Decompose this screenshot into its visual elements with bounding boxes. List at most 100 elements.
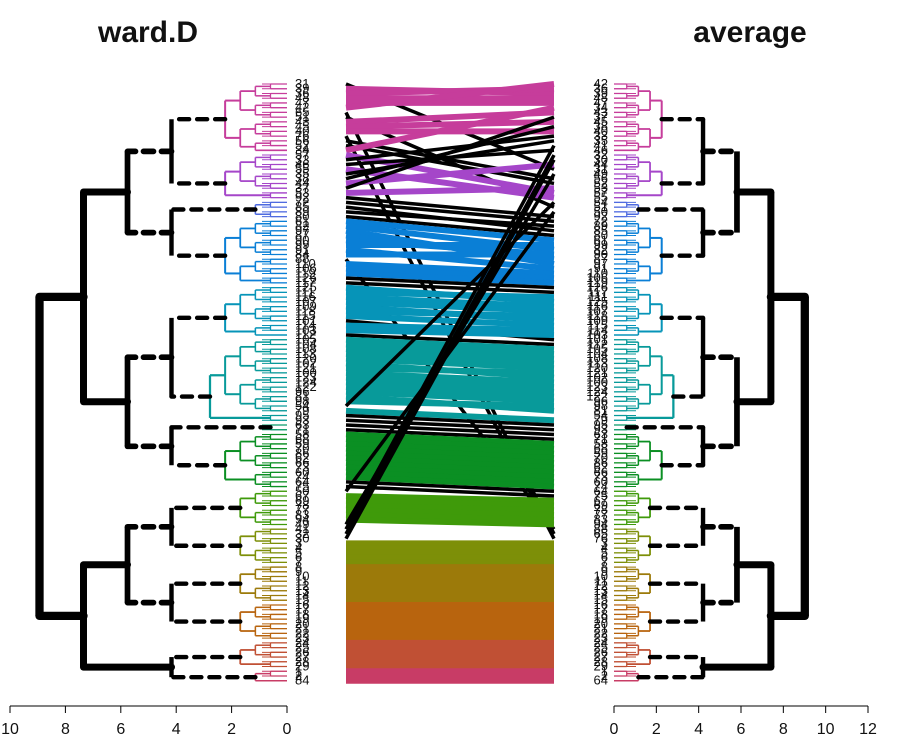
left-leaf-label: 18: [295, 606, 309, 621]
right-leaf-label: 53: [594, 180, 608, 195]
left-dendrogram: [35, 83, 287, 682]
right-leaf-label: 64: [594, 483, 608, 498]
right-leaf-label: 83: [594, 512, 608, 527]
left-leaf-label: 25: [295, 640, 309, 655]
right-leaf-label: 34: [594, 100, 608, 115]
right-leaf-label: 96: [594, 393, 608, 408]
connector-band: [345, 512, 555, 523]
connector-band: [345, 118, 555, 130]
right-leaf-label: 1: [601, 663, 608, 678]
left-height-axis: 10 8 6 4 2 0: [1, 705, 292, 738]
right-leaf-label: 38: [594, 119, 608, 134]
connector-band: [345, 185, 555, 196]
right-leaf-label: 51: [594, 199, 608, 214]
left-leaf-label: 45: [295, 119, 309, 134]
connector-band: [345, 265, 555, 282]
right-leaf-label: 39: [594, 85, 608, 100]
right-leaf-label: 60: [594, 474, 608, 489]
right-leaf-label: 29: [594, 659, 608, 674]
right-axis-tick-label: 8: [779, 721, 788, 738]
right-leaf-label: 28: [594, 654, 608, 669]
connector-band: [345, 493, 555, 504]
left-leaf-label: 52: [295, 138, 309, 153]
right-leaf-label: 14: [594, 587, 608, 602]
left-leaf-label: 67: [295, 488, 309, 503]
connector-band: [345, 350, 555, 367]
connector-band: [345, 308, 555, 320]
left-leaf-label: 66: [295, 455, 309, 470]
left-leaf-label: 81: [295, 389, 309, 404]
right-leaf-label: 85: [594, 223, 608, 238]
right-leaf-label: 82: [594, 242, 608, 257]
right-leaf-label: 40: [594, 123, 608, 138]
left-leaf-label: 92: [295, 190, 309, 205]
right-axis-tick-label: 6: [737, 721, 746, 738]
left-leaf-label: 20: [295, 616, 309, 631]
left-leaf-label: 34: [295, 142, 309, 157]
left-leaf-label: 35: [295, 166, 309, 181]
left-leaf-label: 4: [295, 540, 302, 555]
left-leaf-label: 116: [295, 289, 316, 304]
right-leaf-label: 20: [594, 616, 608, 631]
left-leaf-label: 39: [295, 81, 309, 96]
connector-band: [345, 322, 555, 334]
left-leaf-label: 90: [295, 232, 309, 247]
left-leaf-label: 55: [295, 161, 309, 176]
left-leaf-label: 76: [295, 128, 309, 143]
left-leaf-label: 30: [295, 531, 309, 546]
left-leaf-label: 71: [295, 422, 309, 437]
left-leaf-label: 117: [295, 275, 316, 290]
left-leaf-label: 27: [295, 649, 309, 664]
left-leaf-label: 50: [295, 483, 309, 498]
right-leaf-label: 26: [594, 644, 608, 659]
right-leaf-label: 43: [594, 104, 608, 119]
right-leaf-label: 42: [594, 76, 608, 91]
connector-band: [345, 413, 555, 427]
left-leaf-label: 93: [295, 412, 309, 427]
left-axis-tick-label: 2: [227, 721, 236, 738]
left-leaf-label: 48: [295, 90, 309, 105]
left-dendrogram-title: ward.D: [97, 16, 198, 49]
left-leaf-label: 5: [295, 545, 302, 560]
right-leaf-label: 37: [594, 109, 608, 124]
connector-band: [345, 327, 555, 338]
right-leaf-label: 88: [594, 521, 608, 536]
right-leaf-label: 58: [594, 436, 608, 451]
right-leaf-label: 109: [586, 313, 608, 328]
connector-band: [344, 154, 556, 535]
right-leaf-label: 68: [594, 441, 608, 456]
left-leaf-label: 80: [295, 209, 309, 224]
right-leaf-label: 69: [594, 498, 608, 513]
right-leaf-label: 66: [594, 464, 608, 479]
right-leaf-label: 9: [601, 564, 608, 579]
connector-band: [345, 81, 555, 111]
connector-band: [345, 355, 555, 372]
right-leaf-label: 24: [594, 635, 608, 650]
right-leaf-label: 124: [586, 384, 608, 399]
right-dendrogram-title: average: [693, 16, 806, 49]
connector-band: [345, 143, 555, 186]
right-leaf-label: 18: [594, 606, 608, 621]
left-leaf-label: 58: [295, 426, 309, 441]
right-leaf-label: 116: [587, 299, 608, 314]
right-leaf-label: 25: [594, 640, 608, 655]
right-leaf-label: 15: [594, 592, 608, 607]
right-leaf-label: 121: [586, 365, 608, 380]
connector-band: [345, 431, 555, 447]
connector-band: [345, 418, 555, 432]
left-leaf-label: 73: [295, 460, 309, 475]
right-leaf-label: 52: [594, 175, 608, 190]
connector-band: [345, 427, 555, 441]
connector-band: [345, 423, 555, 437]
right-leaf-label: 32: [594, 147, 608, 162]
right-leaf-label: 56: [594, 171, 608, 186]
right-leaf-label: 87: [594, 251, 608, 266]
right-leaf-label: 98: [594, 398, 608, 413]
right-leaf-label: 126: [586, 280, 608, 295]
left-leaf-label: 108: [295, 341, 317, 356]
right-leaf-label: 81: [594, 403, 608, 418]
left-leaf-label: 103: [295, 322, 317, 337]
left-leaf-label: 87: [295, 228, 309, 243]
right-leaf-label: 55: [594, 190, 608, 205]
